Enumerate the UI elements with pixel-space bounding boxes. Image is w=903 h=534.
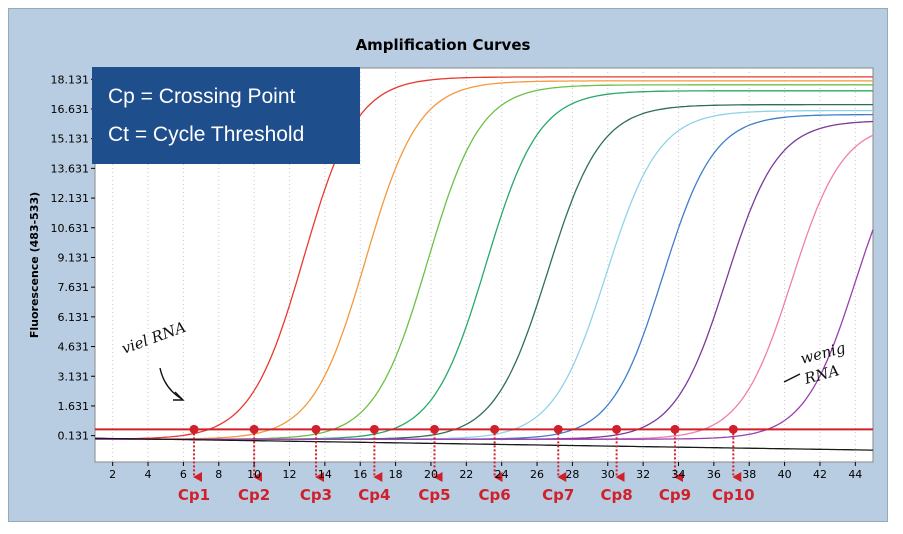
y-tick-label: 16.631	[51, 103, 90, 116]
cp-dot-2	[249, 424, 259, 434]
cp-label-3: Cp3	[300, 486, 332, 504]
annotation-left-arrowhead	[173, 391, 185, 401]
x-tick-label: 40	[778, 468, 792, 481]
info-box: Cp = Crossing Point Ct = Cycle Threshold	[92, 67, 360, 164]
cp-dot-9	[670, 424, 680, 434]
series-group	[94, 76, 874, 451]
cp-dot-3	[311, 424, 321, 434]
cp-dot-8	[612, 424, 622, 434]
y-tick-label: 7.631	[58, 281, 90, 294]
x-tick-label: 16	[353, 468, 367, 481]
y-tick-label: 1.631	[58, 400, 90, 413]
x-tick-label: 14	[318, 468, 332, 481]
y-tick-label: 3.131	[58, 370, 90, 383]
y-tick-label: 4.631	[58, 341, 90, 354]
cp-dot-6	[490, 424, 500, 434]
cp-dot-5	[429, 424, 439, 434]
cp-dot-4	[369, 424, 379, 434]
x-tick-label: 36	[707, 468, 721, 481]
x-tick-label: 10	[247, 468, 261, 481]
x-tick-label: 24	[495, 468, 509, 481]
x-tick-label: 28	[565, 468, 579, 481]
cp-dot-10	[728, 424, 738, 434]
y-tick-label: 9.131	[58, 251, 90, 264]
series-line-11	[94, 437, 873, 451]
x-tick-label: 22	[459, 468, 473, 481]
info-line-ct: Ct = Cycle Threshold	[108, 123, 304, 146]
series-line-2	[95, 80, 873, 440]
y-axis-label: Fluorescence (483-533)	[28, 192, 41, 338]
annotation-left-arrow	[159, 367, 183, 400]
chart-title: Amplification Curves	[356, 36, 531, 54]
x-tick-label: 32	[636, 468, 650, 481]
x-tick-label: 34	[672, 468, 686, 481]
x-tick-label: 4	[145, 468, 152, 481]
x-tick-label: 8	[215, 468, 222, 481]
y-tick-label: 13.631	[51, 162, 90, 175]
cp-label-6: Cp6	[479, 486, 511, 504]
cp-label-8: Cp8	[601, 486, 633, 504]
x-tick-label: 12	[283, 468, 297, 481]
cp-label-9: Cp9	[659, 486, 691, 504]
x-axis-ticks: 2 4 6 8 10 12 14 16 18 20 22 24 26 28 30 32 34 36 38 40 42 44	[109, 462, 862, 481]
x-tick-label: 6	[180, 468, 187, 481]
x-tick-label: 20	[424, 468, 438, 481]
y-tick-label: 6.131	[58, 311, 90, 324]
annotation-right-arrow	[783, 373, 801, 383]
x-tick-label: 42	[813, 468, 827, 481]
info-line-cp: Cp = Crossing Point	[108, 85, 296, 108]
y-axis-ticks: 0.131 1.631 3.131 4.631 6.131 7.631 9.131 10.63…	[51, 73, 95, 443]
cp-dot-1	[189, 424, 199, 434]
y-tick-label: 12.131	[51, 192, 90, 205]
x-tick-label: 18	[389, 468, 403, 481]
y-tick-label: 18.131	[51, 73, 90, 86]
cp-label-5: Cp5	[418, 486, 450, 504]
grid-lines	[112, 68, 856, 462]
series-line-10	[95, 229, 874, 440]
cp-label-10: Cp10	[712, 486, 755, 504]
crossing-points-group: Cp1 Cp2 Cp3 Cp4 Cp5 Cp6 Cp7 Cp8 Cp9 Cp10	[178, 424, 755, 504]
x-tick-label: 44	[848, 468, 862, 481]
info-box-background	[92, 67, 360, 164]
cp-label-2: Cp2	[238, 486, 270, 504]
cp-label-4: Cp4	[358, 486, 390, 504]
y-tick-label: 15.131	[51, 133, 90, 146]
x-tick-label: 38	[742, 468, 756, 481]
x-tick-label: 30	[601, 468, 615, 481]
cp-label-1: Cp1	[178, 486, 210, 504]
cp-dot-7	[553, 424, 563, 434]
cp-label-7: Cp7	[542, 486, 574, 504]
x-tick-label: 26	[530, 468, 544, 481]
y-tick-label: 0.131	[58, 430, 90, 443]
series-line-1	[95, 76, 873, 440]
x-tick-label: 2	[109, 468, 116, 481]
y-tick-label: 10.631	[51, 222, 90, 235]
